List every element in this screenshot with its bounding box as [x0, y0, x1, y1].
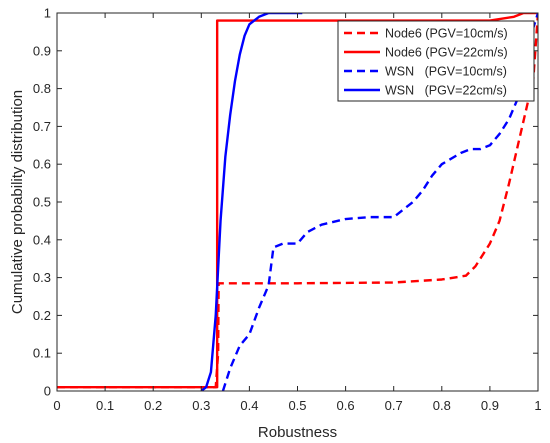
y-tick-label: 0.6 — [33, 157, 51, 172]
series-line-1 — [57, 13, 538, 389]
legend-label-4: WSN (PGV=22cm/s) — [385, 84, 507, 98]
x-tick-label: 0.5 — [288, 398, 306, 413]
y-axis-label: Cumulative probability distribution — [9, 90, 26, 314]
x-tick-label: 0.3 — [192, 398, 210, 413]
legend-label-1: Node6 (PGV=10cm/s) — [385, 27, 508, 41]
x-tick-label: 0.1 — [96, 398, 114, 413]
x-tick-label: 0 — [53, 398, 60, 413]
legend-label-3: WSN (PGV=10cm/s) — [385, 65, 507, 79]
y-tick-label: 0.1 — [33, 346, 51, 361]
series-line-3 — [221, 13, 538, 391]
y-tick-label: 1 — [44, 6, 51, 21]
x-tick-label: 0.9 — [481, 398, 499, 413]
x-tick-label: 0.4 — [240, 398, 258, 413]
x-tick-label: 0.7 — [385, 398, 403, 413]
y-tick-label: 0.5 — [33, 195, 51, 210]
x-tick-label: 1 — [534, 398, 541, 413]
y-tick-label: 0.3 — [33, 270, 51, 285]
x-tick-label: 0.6 — [337, 398, 355, 413]
y-tick-label: 0.8 — [33, 81, 51, 96]
x-tick-label: 0.2 — [144, 398, 162, 413]
y-tick-label: 0.4 — [33, 232, 51, 247]
x-axis-label: Robustness — [258, 424, 337, 441]
x-tick-label: 0.8 — [433, 398, 451, 413]
series-line-2 — [57, 13, 538, 389]
y-tick-label: 0.9 — [33, 43, 51, 58]
y-tick-label: 0.7 — [33, 119, 51, 134]
legend-label-2: Node6 (PGV=22cm/s) — [385, 46, 508, 60]
legend: Node6 (PGV=10cm/s) Node6 (PGV=22cm/s) WSN … — [337, 20, 535, 102]
y-tick-label: 0 — [44, 384, 51, 399]
series-line-4 — [200, 13, 303, 391]
legend-box — [337, 20, 535, 102]
y-tick-label: 0.2 — [33, 308, 51, 323]
axes: 0 0.1 0.2 0.3 0.4 0.5 0.6 0.7 0.8 0.9 1 0 0.1 0.2 0.3 0… — [33, 6, 542, 414]
